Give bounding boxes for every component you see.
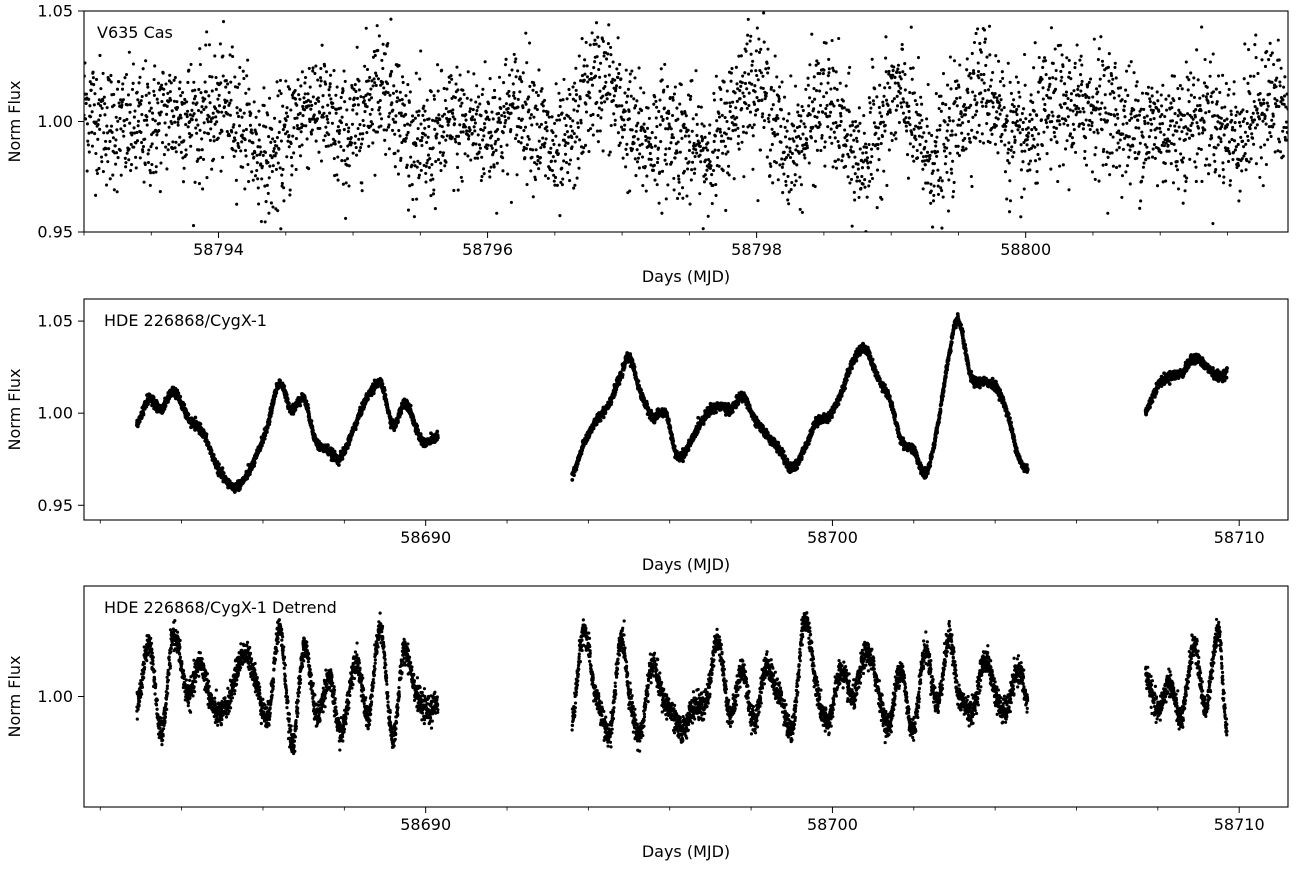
x-tick-label: 58690 [400,528,451,547]
y-axis-label: Norm Flux [5,656,24,738]
x-axis-label: Days (MJD) [642,267,730,286]
plot-frame [84,586,1288,807]
y-tick-label: 1.00 [37,687,73,706]
series-annotation: HDE 226868/CygX-1 Detrend [104,598,337,617]
x-axis-label: Days (MJD) [642,555,730,574]
x-tick-label: 58710 [1214,528,1265,547]
x-tick-label: 58710 [1214,815,1265,834]
data-point [571,728,574,731]
y-tick-label: 1.00 [37,112,73,131]
y-axis-label: Norm Flux [5,369,24,451]
x-tick-label: 58690 [400,815,451,834]
y-tick-label: 0.95 [37,223,73,242]
x-tick-label: 58796 [462,240,513,259]
x-axis-label: Days (MJD) [642,842,730,861]
y-axis-label: Norm Flux [5,81,24,163]
series-annotation: V635 Cas [97,23,173,42]
panel-3: 58690 58700 58710 1.00 Days (MJD) Norm Flux HD… [5,586,1288,861]
y-tick-label: 1.00 [37,404,73,423]
data-points [135,611,1228,755]
x-tick-label: 58800 [1000,240,1051,259]
x-tick-label: 58798 [731,240,782,259]
x-tick-label: 58700 [807,815,858,834]
y-tick-label: 0.95 [37,496,73,515]
panel-1: 58794 58796 58798 58800 0.95 1.00 1.05 Days (MJ… [5,0,1290,286]
data-points [135,312,1229,494]
y-tick-label: 1.05 [37,2,73,21]
panel-2: 58690 58700 58710 0.95 1.00 1.05 Days (MJD) Nor… [5,299,1288,574]
plot-frame [84,299,1288,520]
data-points [82,0,1289,266]
y-tick-label: 1.05 [37,312,73,331]
x-tick-label: 58700 [807,528,858,547]
series-annotation: HDE 226868/CygX-1 [104,311,267,330]
x-tick-label: 58794 [193,240,244,259]
